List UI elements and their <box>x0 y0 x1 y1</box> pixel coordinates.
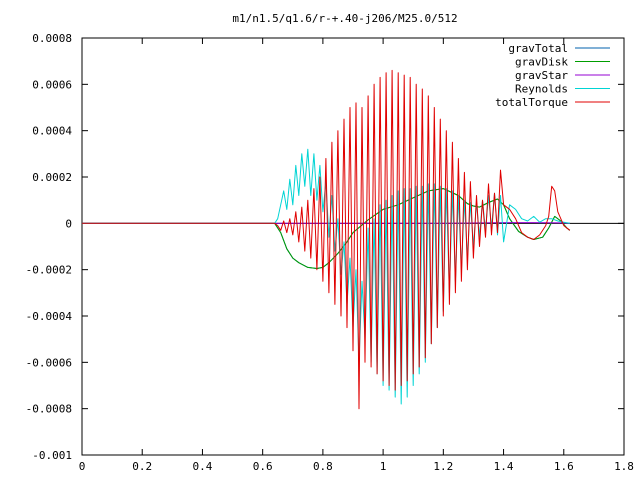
chart-title: m1/n1.5/q1.6/r-+.40-j206/M25.0/512 <box>232 12 457 25</box>
y-tick-label: -0.0002 <box>26 264 72 277</box>
series-line-totalTorque <box>82 69 571 410</box>
y-tick-label: 0.0004 <box>32 125 72 138</box>
series-line-Reynolds <box>82 148 570 405</box>
series-group <box>82 69 571 410</box>
x-tick-label: 0 <box>79 460 86 473</box>
x-tick-label: 1.2 <box>433 460 453 473</box>
x-tick-label: 0.2 <box>132 460 152 473</box>
y-tick-label: -0.0008 <box>26 403 72 416</box>
x-tick-label: 1.4 <box>494 460 514 473</box>
y-tick-label: -0.0004 <box>26 310 73 323</box>
legend: gravTotalgravDiskgravStarReynoldstotalTo… <box>495 42 610 109</box>
y-tick-label: 0.0008 <box>32 32 72 45</box>
x-ticks: 0 0.2 0.4 0.6 0.8 1 1.2 1.4 1.6 1.8 <box>79 38 634 473</box>
y-tick-label: 0 <box>65 217 72 230</box>
legend-label: gravDisk <box>515 56 568 69</box>
y-tick-label: -0.001 <box>32 449 72 462</box>
legend-label: Reynolds <box>515 83 568 96</box>
y-tick-label: 0.0002 <box>32 171 72 184</box>
x-tick-label: 1 <box>380 460 387 473</box>
legend-label: gravStar <box>515 69 568 82</box>
plot-area <box>81 37 625 456</box>
legend-label: gravTotal <box>508 42 568 55</box>
plot-frame <box>81 37 625 456</box>
x-tick-label: 0.6 <box>253 460 273 473</box>
x-tick-label: 1.8 <box>614 460 634 473</box>
x-tick-label: 0.4 <box>193 460 213 473</box>
legend-label: totalTorque <box>495 96 568 109</box>
x-tick-label: 0.8 <box>313 460 333 473</box>
y-ticks: 0.0008 0.0006 0.0004 0.0002 0 -0.0002 -0.0004 -… <box>26 32 624 462</box>
y-tick-label: 0.0006 <box>32 78 72 91</box>
x-tick-label: 1.6 <box>554 460 574 473</box>
y-tick-label: -0.0006 <box>26 356 72 369</box>
